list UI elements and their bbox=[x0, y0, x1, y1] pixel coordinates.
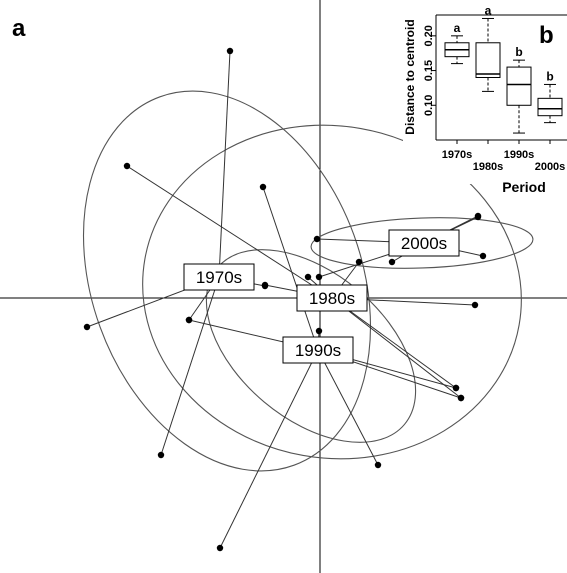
data-point-2000s bbox=[313, 235, 321, 243]
spider-line-1990s bbox=[317, 349, 379, 466]
data-point-1990s bbox=[259, 183, 267, 191]
data-point-1990s bbox=[216, 544, 224, 552]
data-point-2000s bbox=[474, 212, 482, 220]
data-point-2000s bbox=[479, 252, 487, 260]
spider-line-1970s bbox=[218, 50, 231, 278]
spider-line-1980s bbox=[126, 165, 333, 299]
inset-x-tick-label-1980s: 1980s bbox=[473, 161, 504, 173]
data-point-2000s bbox=[315, 273, 323, 281]
significance-letter-1990s: b bbox=[515, 45, 522, 59]
inset-y-tick-label: 0.20 bbox=[423, 25, 435, 46]
sample-points bbox=[83, 47, 487, 552]
group-labels: 1970s 1980s 1990s 2000s bbox=[183, 229, 460, 364]
spider-line-1980s bbox=[331, 297, 462, 399]
boxplot-inset: 0.10 0.15 0.20 Distance to centroid a 1970s a 1… bbox=[403, 3, 567, 195]
label-box-1980s bbox=[296, 284, 368, 312]
box-1990s bbox=[506, 66, 532, 106]
inset-y-axis-label: Distance to centroid bbox=[403, 19, 417, 134]
data-point-1990s bbox=[452, 384, 460, 392]
data-point-2000s bbox=[388, 258, 396, 266]
box-2000s bbox=[537, 97, 563, 117]
data-point-1980s bbox=[123, 162, 131, 170]
data-point-1980s bbox=[261, 281, 269, 289]
significance-letter-2000s: b bbox=[546, 69, 553, 83]
significance-letter-1980s: a bbox=[485, 3, 492, 17]
label-box-2000s bbox=[388, 229, 460, 257]
spider-line-1970s bbox=[160, 276, 220, 456]
ellipse-2000s bbox=[310, 217, 534, 269]
data-point-1980s bbox=[355, 258, 363, 266]
spider-line-1980s bbox=[331, 297, 457, 389]
inset-x-axis-label: Period bbox=[502, 179, 546, 195]
ellipse-1970s bbox=[82, 90, 372, 472]
data-point-1980s bbox=[471, 301, 479, 309]
boxplot-area: 0.10 0.15 0.20 Distance to centroid a 1970s a 1… bbox=[403, 3, 567, 195]
label-box-1970s bbox=[183, 263, 255, 291]
box-1980s bbox=[475, 42, 501, 78]
data-point-1980s bbox=[304, 273, 312, 281]
panel-a-letter: a bbox=[12, 15, 26, 42]
label-box-1990s bbox=[282, 336, 354, 364]
label-1980s: 1980s bbox=[309, 289, 355, 308]
data-point-1990s bbox=[315, 327, 323, 335]
label-1970s: 1970s bbox=[196, 268, 242, 287]
inset-background bbox=[403, 8, 567, 184]
inset-y-tick-label: 0.10 bbox=[423, 95, 435, 116]
ellipse-1980s bbox=[142, 124, 522, 460]
panel-b-letter: b bbox=[539, 22, 554, 49]
inset-x-tick-label-1990s: 1990s bbox=[504, 149, 535, 161]
data-point-1970s bbox=[83, 323, 91, 331]
significance-letter-1970s: a bbox=[454, 21, 461, 35]
spider-line-1990s bbox=[262, 186, 319, 351]
label-1990s: 1990s bbox=[295, 341, 341, 360]
inset-y-tick-label: 0.15 bbox=[423, 60, 435, 81]
data-point-1990s bbox=[185, 316, 193, 324]
data-point-1970s bbox=[226, 47, 234, 55]
inset-x-tick-label-2000s: 2000s bbox=[535, 161, 566, 173]
data-point-1970s bbox=[157, 451, 165, 459]
spider-line-1990s bbox=[219, 349, 319, 549]
label-2000s: 2000s bbox=[401, 234, 447, 253]
inset-x-tick-label-1970s: 1970s bbox=[442, 149, 473, 161]
data-point-1990s bbox=[374, 461, 382, 469]
data-point-1990s bbox=[457, 394, 465, 402]
